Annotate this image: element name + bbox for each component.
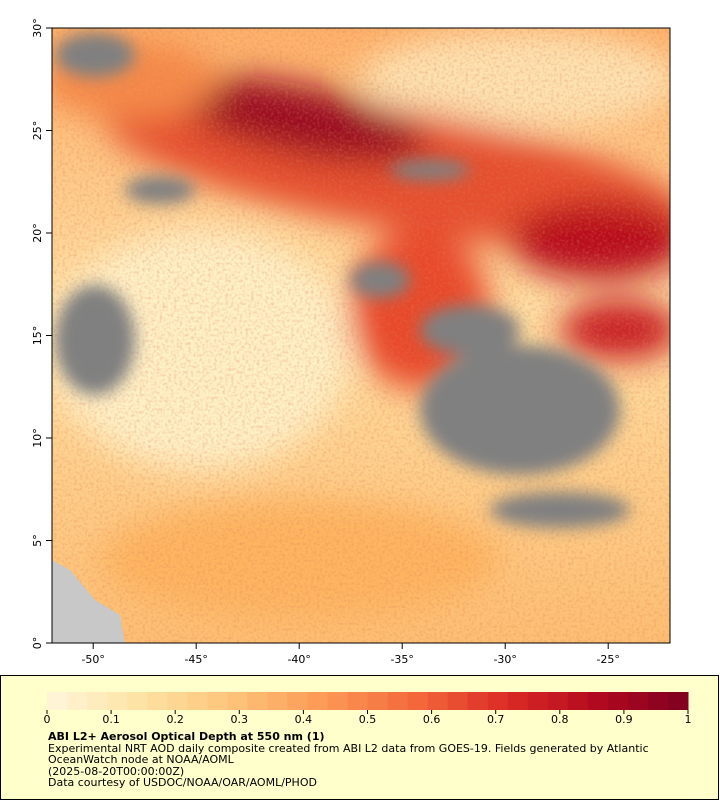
legend-title: ABI L2+ Aerosol Optical Depth at 550 nm … bbox=[48, 730, 325, 743]
colorbar-tick-label: 0.1 bbox=[102, 713, 120, 726]
colorbar-swatch bbox=[567, 692, 589, 710]
legend-line: Data courtesy of USDOC/NOAA/OAR/AOML/PHO… bbox=[48, 776, 317, 789]
colorbar-swatch bbox=[207, 692, 228, 710]
colorbar-swatch bbox=[227, 692, 248, 710]
colorbar-swatch bbox=[627, 692, 649, 710]
colorbar-tick-label: 0.7 bbox=[487, 713, 505, 726]
colorbar-swatch bbox=[367, 692, 389, 710]
colorbar-swatch bbox=[527, 692, 549, 710]
x-tick-label: -35° bbox=[390, 653, 413, 666]
x-tick-label: -40° bbox=[287, 653, 310, 666]
y-tick-label: 15° bbox=[31, 326, 44, 346]
colorbar-swatch bbox=[547, 692, 569, 710]
y-tick-label: 5° bbox=[31, 534, 44, 547]
y-tick-label: 25° bbox=[31, 121, 44, 141]
colorbar-swatch bbox=[127, 692, 148, 710]
x-tick-label: -45° bbox=[184, 653, 207, 666]
land bbox=[52, 560, 125, 643]
colorbar-swatch bbox=[607, 692, 629, 710]
y-tick-label: 30° bbox=[31, 18, 44, 38]
colorbar-swatch bbox=[347, 692, 368, 710]
colorbar-swatch bbox=[47, 692, 68, 710]
legend-line: Experimental NRT AOD daily composite cre… bbox=[48, 742, 649, 755]
colorbar-swatch bbox=[287, 692, 308, 710]
aod-field bbox=[52, 28, 670, 643]
colorbar-swatch bbox=[107, 692, 128, 710]
colorbar-swatch bbox=[407, 692, 429, 710]
colorbar-tick-label: 0.5 bbox=[359, 713, 377, 726]
y-tick-label: 10° bbox=[31, 428, 44, 448]
colorbar-swatch bbox=[167, 692, 188, 710]
y-tick-label: 20° bbox=[31, 223, 44, 243]
colorbar-swatch bbox=[247, 692, 268, 710]
colorbar-swatch bbox=[87, 692, 108, 710]
x-tick-label: -30° bbox=[493, 653, 516, 666]
colorbar-swatch bbox=[327, 692, 348, 710]
colorbar-tick-label: 0.6 bbox=[423, 713, 441, 726]
colorbar-swatch bbox=[487, 692, 509, 710]
colorbar-swatch bbox=[307, 692, 328, 710]
legend-line: (2025-08-20T00:00:00Z) bbox=[48, 765, 184, 778]
colorbar-swatch bbox=[447, 692, 469, 710]
colorbar-swatch bbox=[67, 692, 88, 710]
y-tick-label: 0° bbox=[31, 637, 44, 650]
colorbar-tick-label: 0.3 bbox=[231, 713, 249, 726]
colorbar-swatch bbox=[647, 692, 669, 710]
x-tick-label: -50° bbox=[81, 653, 104, 666]
colorbar-swatch bbox=[187, 692, 208, 710]
legend: ABI L2+ Aerosol Optical Depth at 550 nm … bbox=[48, 730, 649, 789]
colorbar-swatch bbox=[147, 692, 168, 710]
x-tick-label: -25° bbox=[596, 653, 619, 666]
colorbar-swatch bbox=[387, 692, 409, 710]
colorbar-swatch bbox=[427, 692, 449, 710]
colorbar-tick-label: 0.8 bbox=[551, 713, 569, 726]
no-data bbox=[55, 33, 630, 528]
colorbar-swatch bbox=[467, 692, 489, 710]
colorbar-swatch bbox=[507, 692, 529, 710]
colorbar-tick-label: 0.9 bbox=[615, 713, 633, 726]
colorbar-tick-label: 0.2 bbox=[166, 713, 184, 726]
colorbar-tick-label: 0 bbox=[44, 713, 51, 726]
colorbar-swatch bbox=[667, 692, 689, 710]
colorbar-tick-label: 1 bbox=[685, 713, 692, 726]
colorbar-tick-label: 0.4 bbox=[295, 713, 313, 726]
legend-line: OceanWatch node at NOAA/AOML bbox=[48, 753, 235, 766]
colorbar-swatch bbox=[267, 692, 288, 710]
colorbar-swatch bbox=[587, 692, 609, 710]
